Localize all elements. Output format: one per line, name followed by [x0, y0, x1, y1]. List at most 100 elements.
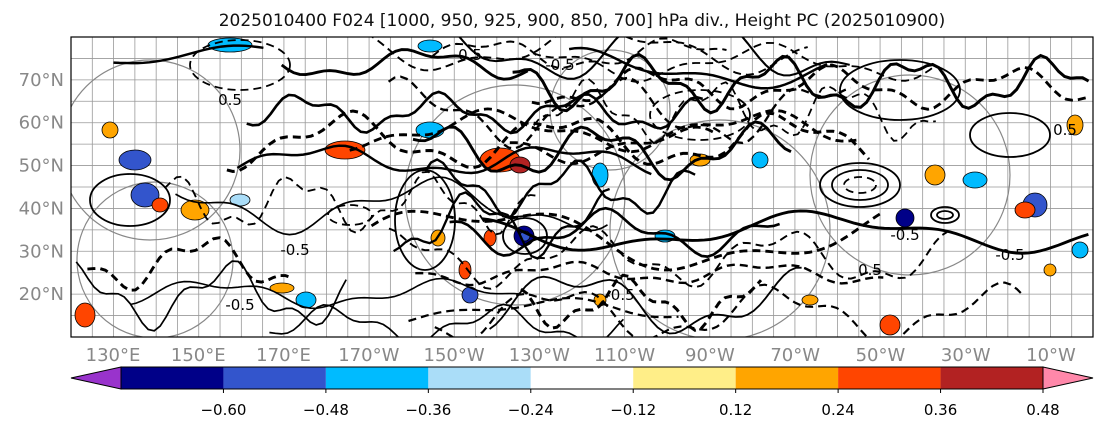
closed-height-contour	[969, 112, 1051, 158]
divergence-shade	[417, 39, 443, 53]
y-tick-label: 30°N	[19, 241, 64, 262]
negative-height-contour	[532, 41, 936, 83]
contour-label: 0.5	[458, 46, 482, 64]
divergence-shade	[801, 294, 819, 306]
closed-height-contour	[819, 162, 901, 208]
colorbar-segment	[838, 367, 941, 389]
divergence-shade	[751, 151, 769, 169]
colorbar: −0.60 −0.48 −0.36 −0.24 −0.12 0.12 0.24 0.36 0.4…	[70, 366, 1094, 419]
y-tick-label: 40°N	[19, 198, 64, 219]
negative-height-contour	[509, 125, 715, 165]
colorbar-tick-label: −0.24	[508, 401, 554, 419]
contour-label: -0.5	[890, 226, 919, 244]
divergence-shade	[101, 121, 119, 139]
colorbar-segment	[940, 367, 1043, 389]
colorbar-segment	[530, 367, 634, 389]
colorbar-segment	[121, 367, 224, 389]
positive-height-contour	[393, 187, 610, 260]
divergence-shade	[1071, 241, 1089, 259]
contour-label: -0.5	[995, 246, 1024, 264]
colorbar-tick-label: −0.48	[303, 401, 349, 419]
colorbar-segment	[223, 367, 326, 389]
positive-height-contour	[75, 260, 347, 332]
divergence-shade	[118, 149, 152, 171]
positive-height-contour	[246, 90, 704, 135]
divergence-shade	[962, 171, 988, 189]
positive-height-contour	[175, 176, 608, 236]
x-tick-label: 170°W	[338, 345, 399, 366]
positive-height-contour	[489, 266, 802, 335]
y-tick-label: 60°N	[19, 113, 64, 134]
divergence-shade	[895, 208, 915, 228]
positive-height-contour	[113, 44, 264, 65]
colorbar-tick-label: 0.36	[924, 401, 957, 419]
negative-height-contour	[434, 281, 1024, 337]
divergence-shade	[924, 164, 946, 186]
negative-height-contour	[87, 236, 292, 292]
x-tick-label: 50°W	[856, 345, 906, 366]
positive-height-contour	[424, 158, 696, 220]
colorbar-segment	[325, 367, 429, 389]
contour-label: -0.5	[280, 241, 309, 259]
colorbar-tick-label: 0.24	[821, 401, 854, 419]
negative-height-contour	[431, 37, 727, 69]
contour-label: 0.5	[1053, 121, 1077, 139]
positive-height-contour	[512, 52, 1090, 115]
x-tick-label: 130°E	[86, 345, 141, 366]
negative-height-contour	[415, 260, 884, 287]
closed-height-contour	[936, 210, 954, 220]
colorbar-tick-label: −0.60	[200, 401, 246, 419]
x-tick-labels: 130°E 150°E 170°E 170°W 150°W 130°W 110°W 90°W 7…	[86, 345, 1076, 366]
closed-height-contour	[89, 173, 171, 227]
x-tick-label: 150°W	[424, 345, 485, 366]
closed-height-contour	[843, 176, 877, 194]
chart-title: 2025010400 F024 [1000, 950, 925, 900, 85…	[219, 11, 946, 31]
colorbar-tick-label: 0.48	[1026, 401, 1059, 419]
contour-label: -0.5	[545, 56, 574, 74]
negative-height-contour	[533, 77, 936, 145]
colorbar-extend-high	[1042, 366, 1094, 390]
x-tick-label: 170°E	[256, 345, 311, 366]
negative-height-contour	[520, 273, 763, 332]
negative-height-contour	[408, 296, 679, 323]
reference-circle	[404, 84, 626, 306]
map-layer: -0.5 0.5 -0.5 -0.5 0.5 -0.5 -0.5 -0.5 0.5 0.5	[71, 37, 1093, 337]
divergence-shade	[130, 182, 160, 208]
negative-height-contour	[387, 75, 851, 150]
reference-circle	[609, 119, 831, 337]
divergence-shade	[269, 282, 295, 294]
x-tick-label: 10°W	[1026, 345, 1076, 366]
positive-height-contour	[482, 209, 1089, 255]
positive-height-contour	[449, 206, 781, 258]
colorbar-tick-label: −0.12	[610, 401, 656, 419]
divergence-shade	[879, 314, 901, 336]
colorbar-segment	[735, 367, 839, 389]
colorbar-tick-label: −0.36	[405, 401, 451, 419]
negative-height-contour	[226, 109, 871, 174]
positive-height-contour	[280, 48, 529, 81]
divergence-shade	[1043, 263, 1057, 277]
x-tick-label: 150°E	[171, 345, 226, 366]
reference-circle	[71, 59, 241, 241]
colorbar-segment	[428, 367, 531, 389]
map-frame	[70, 36, 1094, 338]
positive-height-contour	[269, 303, 625, 337]
x-tick-label: 110°W	[594, 345, 655, 366]
y-tick-labels: 70°N 60°N 50°N 40°N 30°N 20°N	[19, 70, 64, 305]
closed-height-contour	[502, 217, 548, 255]
contour-label: -0.5	[225, 296, 254, 314]
x-tick-label: 70°W	[770, 345, 820, 366]
closed-height-contour	[327, 204, 373, 226]
contour-label: 0.5	[858, 261, 882, 279]
x-tick-label: 90°W	[685, 345, 735, 366]
positive-height-contour	[236, 144, 652, 176]
divergence-shade	[74, 302, 96, 328]
positive-height-contour	[130, 277, 521, 310]
contour-label: -0.5	[605, 286, 634, 304]
closed-height-contour	[930, 206, 960, 224]
divergence-shade	[151, 197, 169, 213]
negative-height-contour	[370, 209, 883, 272]
colorbar-tick-label: 0.12	[719, 401, 752, 419]
negative-height-contour	[163, 170, 537, 236]
